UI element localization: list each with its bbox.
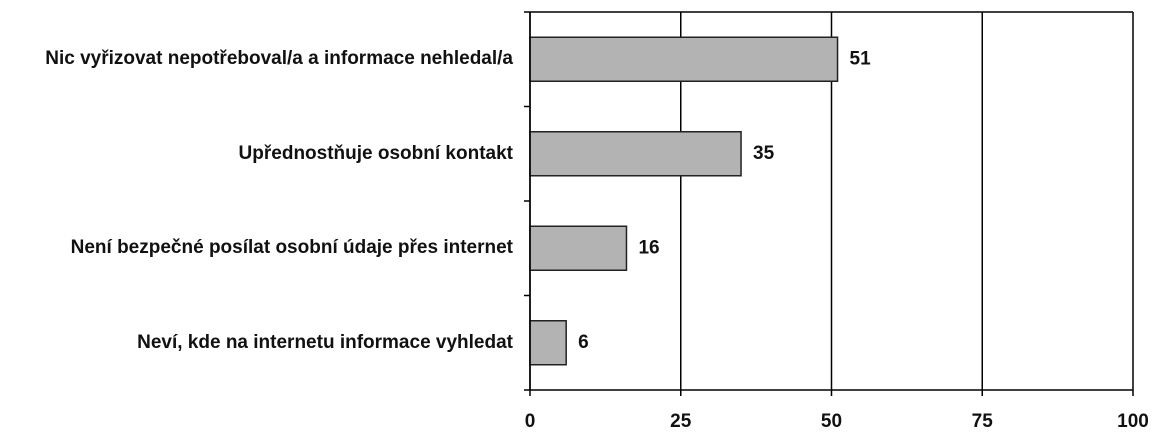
category-label-box: Nic vyřizovat nepotřeboval/a a informace… — [3, 46, 513, 72]
category-label-box: Neví, kde na internetu informace vyhleda… — [3, 330, 513, 356]
value-label: 51 — [850, 48, 872, 69]
category-label-box: Není bezpečné posílat osobní údaje přes … — [3, 235, 513, 261]
y-tick-label: Není bezpečné posílat osobní údaje přes … — [70, 237, 513, 259]
bar — [529, 320, 567, 366]
value-label: 35 — [753, 143, 775, 164]
y-tick-label: Upřednostňuje osobní kontakt — [238, 142, 513, 164]
bar — [529, 225, 628, 271]
bar — [529, 131, 742, 177]
x-tick-label: 25 — [670, 411, 692, 432]
y-tick-label: Neví, kde na internetu informace vyhleda… — [137, 331, 513, 353]
x-tick-label: 75 — [972, 411, 994, 432]
bar — [529, 36, 839, 82]
x-tick-label: 100 — [1117, 411, 1149, 432]
category-label-box: Upřednostňuje osobní kontakt — [3, 141, 513, 167]
x-tick-label: 50 — [821, 411, 842, 432]
value-label: 16 — [638, 237, 659, 258]
x-tick-label: 0 — [525, 411, 536, 432]
y-tick-label: Nic vyřizovat nepotřeboval/a a informace… — [45, 48, 513, 70]
value-label: 6 — [578, 332, 589, 353]
